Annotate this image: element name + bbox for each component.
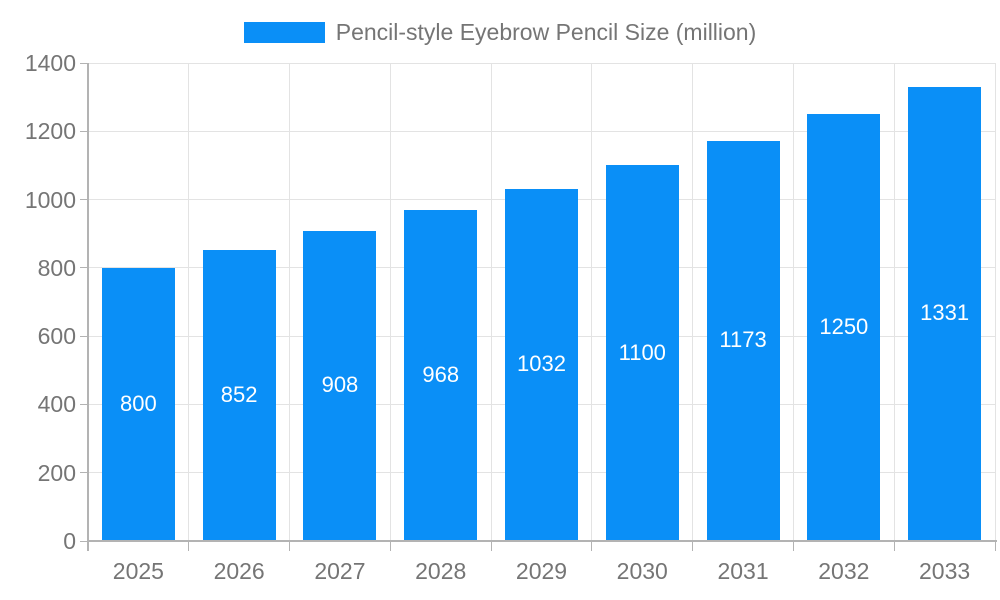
x-axis-label: 2027 — [314, 558, 366, 584]
bar-value-label: 1331 — [920, 300, 970, 326]
y-axis-label: 200 — [37, 459, 76, 486]
x-axis-label: 2029 — [515, 558, 568, 584]
bar[interactable]: 1032 — [505, 188, 578, 540]
y-axis-label: 0 — [63, 528, 76, 554]
y-gridline — [88, 130, 995, 132]
x-axis-tick — [591, 541, 593, 551]
y-axis-tick — [80, 130, 88, 132]
x-axis-label: 2031 — [717, 558, 769, 584]
y-axis-label: 1200 — [24, 118, 76, 145]
bar[interactable]: 1250 — [807, 114, 881, 540]
x-axis-label: 2025 — [112, 558, 164, 584]
bar[interactable]: 1173 — [706, 140, 780, 540]
x-axis-line — [88, 540, 997, 542]
bar-value-label: 968 — [422, 362, 460, 388]
x-axis-tick — [994, 541, 996, 551]
x-axis-label: 2033 — [919, 558, 971, 584]
bar[interactable]: 968 — [404, 210, 478, 540]
y-axis-label: 1400 — [24, 50, 76, 76]
y-axis-line — [87, 63, 89, 551]
x-axis-tick — [289, 541, 291, 551]
x-axis-tick — [188, 541, 190, 551]
y-axis-label: 400 — [37, 391, 76, 418]
bar-value-label: 908 — [321, 372, 359, 398]
y-axis-tick — [80, 267, 88, 269]
bar-value-label: 1173 — [719, 327, 767, 353]
x-axis-tick — [792, 541, 794, 551]
legend-label: Pencil-style Eyebrow Pencil Size (millio… — [335, 18, 757, 45]
x-gridline — [490, 63, 492, 541]
x-gridline — [188, 63, 190, 541]
legend[interactable]: Pencil-style Eyebrow Pencil Size (millio… — [0, 16, 1000, 48]
bar[interactable]: 908 — [303, 230, 377, 540]
x-axis-tick — [893, 541, 895, 551]
bar-value-label: 800 — [120, 390, 157, 416]
bar[interactable]: 1331 — [908, 86, 982, 540]
x-gridline — [893, 63, 895, 541]
bar[interactable]: 1100 — [605, 165, 679, 540]
x-axis-label: 2026 — [213, 558, 265, 584]
y-axis-tick — [80, 335, 88, 337]
bar[interactable]: 852 — [202, 250, 276, 540]
x-axis-label: 2030 — [616, 558, 668, 584]
x-axis-tick — [692, 541, 694, 551]
x-gridline — [994, 63, 996, 541]
x-gridline — [591, 63, 593, 541]
x-gridline — [289, 63, 291, 541]
x-gridline — [389, 63, 391, 541]
bar[interactable]: 800 — [101, 267, 175, 540]
y-axis-label: 600 — [37, 323, 76, 350]
x-axis-tick — [490, 541, 492, 551]
x-gridline — [692, 63, 694, 541]
x-axis-label: 2032 — [818, 558, 870, 584]
bar-value-label: 1250 — [819, 314, 869, 340]
legend-swatch — [243, 21, 325, 43]
y-axis-tick — [80, 472, 88, 474]
bar-value-label: 1100 — [618, 339, 666, 365]
y-axis-label: 800 — [37, 254, 76, 281]
y-gridline — [88, 62, 995, 64]
y-axis-tick — [80, 62, 88, 64]
y-axis-label: 1000 — [24, 186, 76, 213]
bar-value-label: 1032 — [517, 351, 566, 377]
x-axis-label: 2028 — [415, 558, 467, 584]
y-axis-tick — [80, 403, 88, 405]
y-axis-tick — [80, 540, 88, 542]
x-gridline — [792, 63, 794, 541]
bar-value-label: 852 — [220, 382, 258, 408]
x-axis-tick — [389, 541, 391, 551]
y-axis-tick — [80, 199, 88, 201]
